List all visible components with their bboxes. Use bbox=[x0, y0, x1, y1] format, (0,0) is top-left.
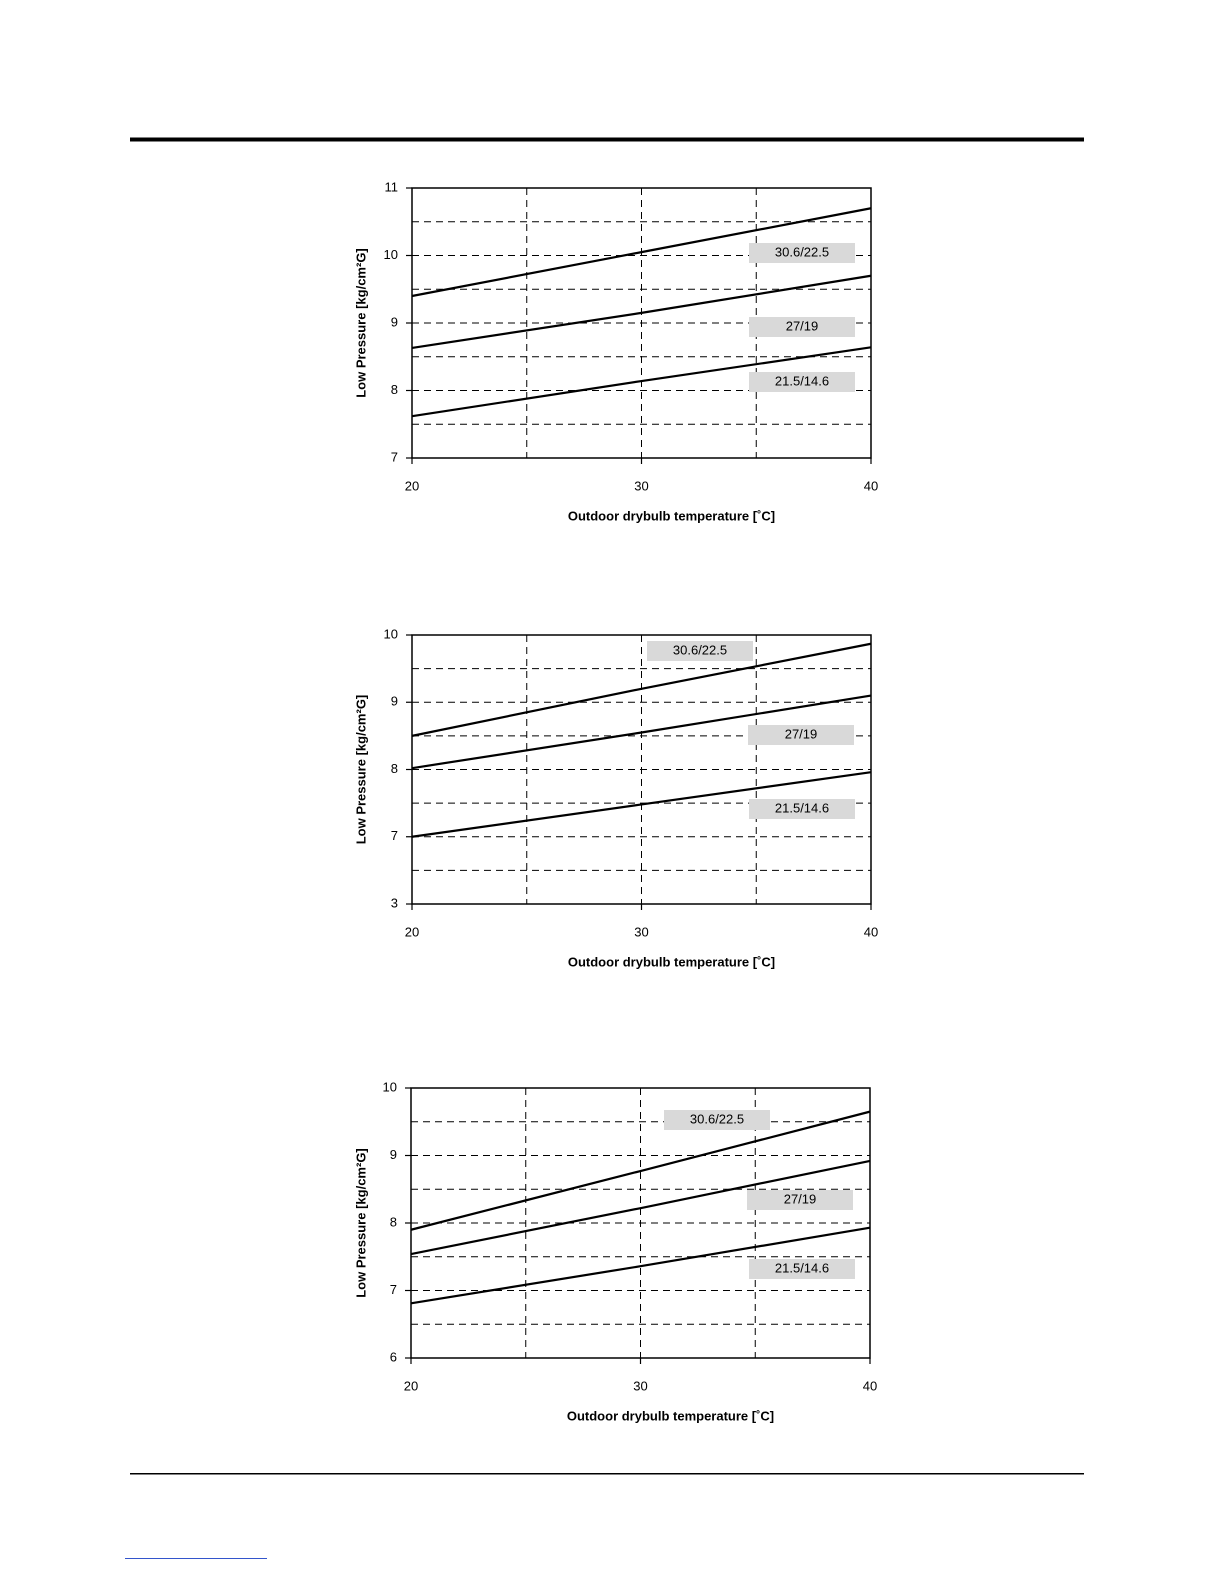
series-label: 21.5/14.6 bbox=[775, 373, 829, 388]
chart: 3 7 8 9 10 20 30 40 Outdoor drybulb temperature … bbox=[353, 626, 878, 969]
series-label: 27/19 bbox=[786, 318, 819, 333]
y-axis-title: Low Pressure [kg/cm²G] bbox=[353, 248, 368, 398]
x-tick-label: 30 bbox=[634, 478, 648, 493]
series-label-box bbox=[749, 372, 855, 392]
series-label: 27/19 bbox=[785, 726, 818, 741]
series-label-box bbox=[647, 641, 753, 661]
series-label-box bbox=[749, 243, 855, 263]
x-tick-label: 30 bbox=[634, 924, 648, 939]
series-line bbox=[411, 642, 872, 737]
y-axis-title: Low Pressure [kg/cm²G] bbox=[353, 1148, 368, 1298]
series-label-box bbox=[749, 317, 855, 337]
y-tick-label: 11 bbox=[385, 179, 399, 194]
y-tick-label: 10 bbox=[383, 1079, 397, 1094]
series-line bbox=[410, 1159, 871, 1256]
series-label-box bbox=[749, 799, 855, 819]
y-tick-label: 9 bbox=[390, 1147, 397, 1162]
y-tick-label: 8 bbox=[391, 382, 398, 397]
series-label-box bbox=[664, 1110, 770, 1130]
series-line bbox=[411, 207, 872, 298]
chart: 7 8 9 10 11 20 30 40 Outdoor drybulb temperature… bbox=[353, 179, 878, 523]
series-line bbox=[410, 1226, 871, 1305]
x-tick-label: 20 bbox=[405, 924, 419, 939]
x-tick-label: 40 bbox=[864, 478, 878, 493]
y-tick-label: 7 bbox=[390, 1282, 397, 1297]
series-label: 21.5/14.6 bbox=[775, 1260, 829, 1275]
y-tick-label: 6 bbox=[390, 1349, 397, 1364]
series-label-box bbox=[747, 1190, 853, 1210]
x-axis-title: Outdoor drybulb temperature [˚C] bbox=[567, 1408, 774, 1423]
series-line bbox=[411, 274, 872, 350]
series-label: 21.5/14.6 bbox=[775, 800, 829, 815]
series-line bbox=[410, 1110, 871, 1231]
series-label-box bbox=[749, 1259, 855, 1279]
x-axis-title: Outdoor drybulb temperature [˚C] bbox=[568, 954, 775, 969]
top-rule bbox=[130, 137, 1084, 142]
y-tick-label: 10 bbox=[384, 247, 398, 262]
y-tick-label: 10 bbox=[384, 626, 398, 641]
series-label: 30.6/22.5 bbox=[690, 1111, 744, 1126]
bottom-rule bbox=[130, 1473, 1084, 1475]
x-tick-label: 40 bbox=[864, 924, 878, 939]
y-axis-title: Low Pressure [kg/cm²G] bbox=[353, 695, 368, 845]
x-tick-label: 30 bbox=[633, 1378, 647, 1393]
chart: 6 7 8 9 10 20 30 40 Outdoor drybulb temperature … bbox=[353, 1079, 877, 1423]
series-line bbox=[411, 771, 872, 838]
series-label: 30.6/22.5 bbox=[673, 642, 727, 657]
x-tick-label: 40 bbox=[863, 1378, 877, 1393]
x-tick-label: 20 bbox=[404, 1378, 418, 1393]
series-line bbox=[411, 346, 872, 418]
x-tick-label: 20 bbox=[405, 478, 419, 493]
series-label: 30.6/22.5 bbox=[775, 244, 829, 259]
x-axis-title: Outdoor drybulb temperature [˚C] bbox=[568, 508, 775, 523]
footer-link-underline bbox=[125, 1558, 267, 1559]
y-tick-label: 7 bbox=[391, 449, 398, 464]
y-tick-label: 8 bbox=[391, 761, 398, 776]
series-label: 27/19 bbox=[784, 1191, 817, 1206]
y-tick-label: 8 bbox=[390, 1214, 397, 1229]
series-line bbox=[411, 694, 872, 770]
y-tick-label: 3 bbox=[391, 895, 398, 910]
y-tick-label: 9 bbox=[391, 314, 398, 329]
y-tick-label: 9 bbox=[391, 694, 398, 709]
series-label-box bbox=[748, 725, 854, 745]
y-tick-label: 7 bbox=[391, 828, 398, 843]
